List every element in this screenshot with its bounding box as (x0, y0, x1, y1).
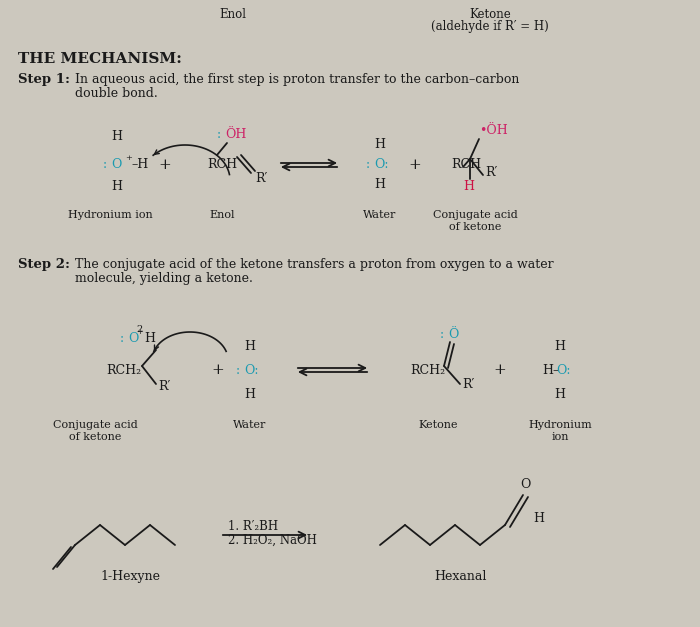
Text: (aldehyde if R′ = H): (aldehyde if R′ = H) (431, 20, 549, 33)
Text: Step 2:: Step 2: (18, 258, 70, 271)
Text: Enol: Enol (209, 210, 234, 220)
Text: of ketone: of ketone (449, 222, 501, 232)
Text: H: H (111, 181, 122, 194)
Text: Conjugate acid: Conjugate acid (433, 210, 517, 220)
Text: :: : (103, 159, 107, 172)
Text: Hexanal: Hexanal (434, 570, 486, 583)
Text: ion: ion (552, 432, 568, 442)
Text: +: + (159, 158, 172, 172)
Text: H: H (554, 339, 566, 352)
Text: RCH₂: RCH₂ (410, 364, 445, 376)
Text: –H: –H (131, 159, 148, 172)
Text: :: : (217, 129, 221, 142)
Text: R′: R′ (485, 167, 498, 179)
Text: H: H (244, 387, 256, 401)
Text: H–: H– (542, 364, 559, 376)
Text: O: O (111, 159, 121, 172)
Text: R′: R′ (462, 377, 475, 391)
Text: +: + (211, 363, 225, 377)
Text: :: : (366, 159, 370, 172)
Text: +: + (125, 154, 132, 162)
Text: Ö: Ö (448, 327, 458, 340)
Text: of ketone: of ketone (69, 432, 121, 442)
Text: molecule, yielding a ketone.: molecule, yielding a ketone. (75, 272, 253, 285)
Text: O:: O: (556, 364, 570, 376)
Text: 2. H₂O₂, NaOH: 2. H₂O₂, NaOH (228, 534, 317, 547)
Text: Enol: Enol (220, 8, 246, 21)
Text: ÖH: ÖH (225, 129, 246, 142)
Text: O: O (520, 478, 530, 492)
Text: Conjugate acid: Conjugate acid (52, 420, 137, 430)
Text: RCH: RCH (207, 159, 237, 172)
Text: Ketone: Ketone (419, 420, 458, 430)
Text: 1. R′₂BH: 1. R′₂BH (228, 520, 278, 533)
Text: :: : (440, 327, 444, 340)
Text: •ÖH: •ÖH (479, 125, 507, 137)
Text: double bond.: double bond. (75, 87, 158, 100)
Text: +: + (136, 328, 143, 336)
Text: H: H (533, 512, 544, 525)
Text: 2: 2 (136, 325, 142, 334)
Text: THE MECHANISM:: THE MECHANISM: (18, 52, 182, 66)
Text: In aqueous acid, the first step is proton transfer to the carbon–carbon: In aqueous acid, the first step is proto… (75, 73, 519, 86)
Text: +: + (409, 158, 421, 172)
Text: :: : (120, 332, 124, 344)
Text: The conjugate acid of the ketone transfers a proton from oxygen to a water: The conjugate acid of the ketone transfe… (75, 258, 554, 271)
Text: H: H (374, 139, 386, 152)
Text: R′: R′ (255, 172, 267, 186)
Text: H: H (244, 339, 256, 352)
Text: Water: Water (363, 210, 397, 220)
Text: :: : (236, 364, 240, 376)
Text: Hydronium ion: Hydronium ion (68, 210, 153, 220)
Text: O: O (128, 332, 139, 344)
Text: +: + (494, 363, 506, 377)
Text: Ketone: Ketone (469, 8, 511, 21)
Text: O:: O: (244, 364, 258, 376)
Text: O:: O: (374, 159, 388, 172)
Text: H: H (144, 332, 155, 344)
Text: RCH₂: RCH₂ (106, 364, 141, 376)
Text: H: H (463, 181, 475, 194)
Text: Water: Water (233, 420, 267, 430)
Text: H: H (374, 179, 386, 191)
Text: R′: R′ (158, 379, 170, 393)
Text: H: H (111, 130, 122, 144)
Text: 1-Hexyne: 1-Hexyne (100, 570, 160, 583)
Text: Hydronium: Hydronium (528, 420, 592, 430)
Text: Step 1:: Step 1: (18, 73, 70, 86)
Text: RCH: RCH (451, 159, 481, 172)
Text: H: H (554, 387, 566, 401)
